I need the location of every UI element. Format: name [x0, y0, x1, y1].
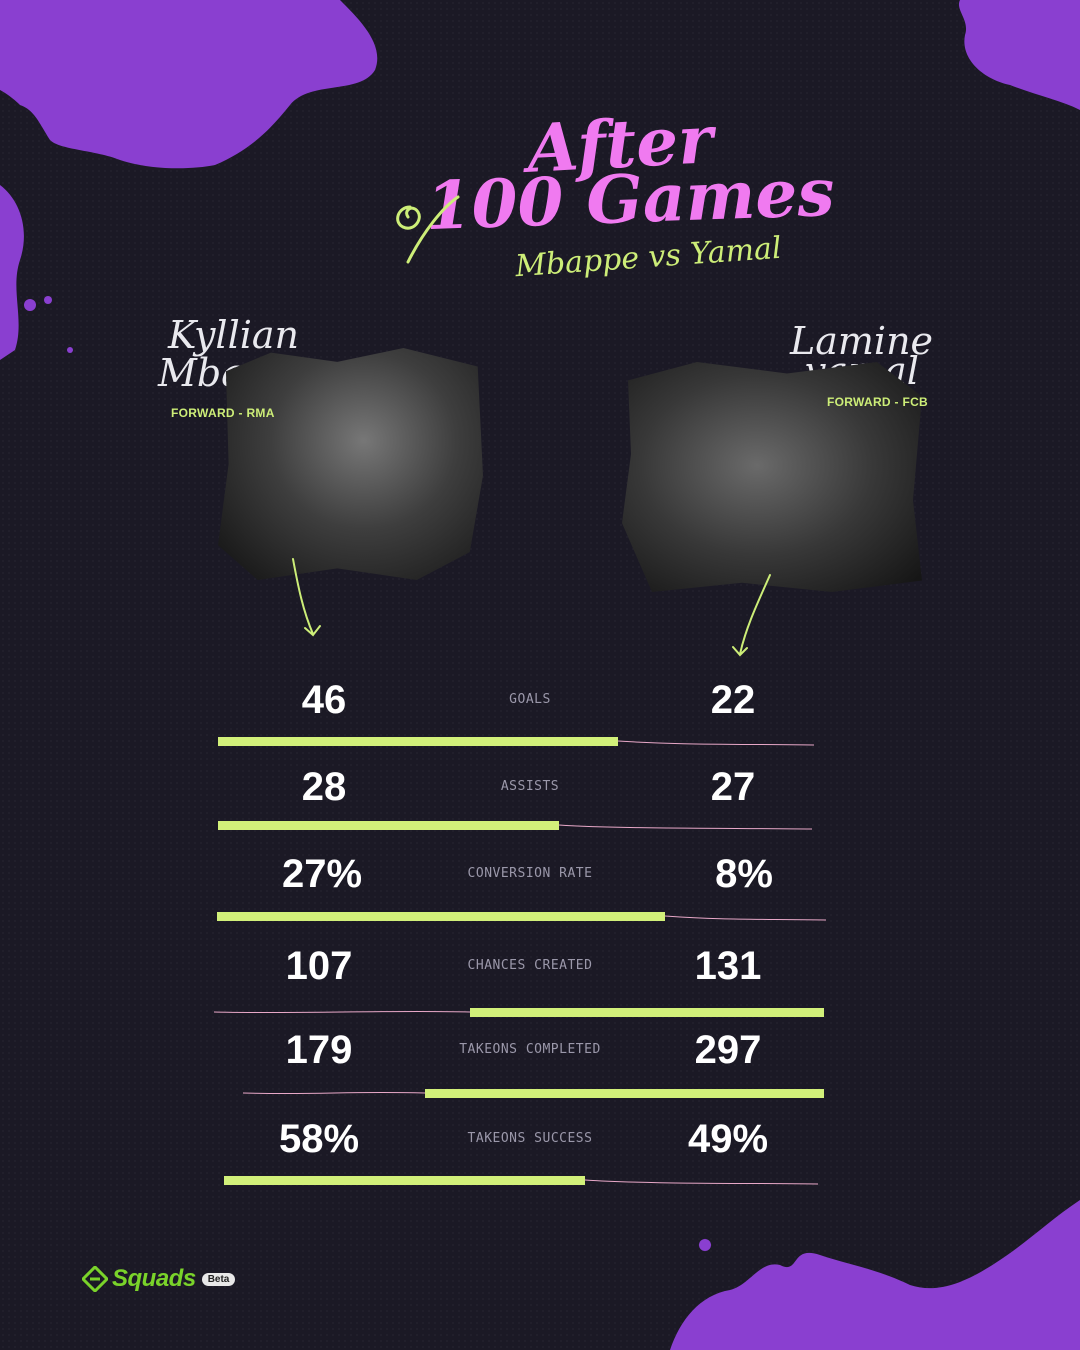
- stat-leader-bar: [218, 821, 559, 830]
- stat-left-value: 58%: [278, 1117, 360, 1161]
- stat-right-value: 8%: [715, 852, 773, 896]
- stat-leader-bar: [470, 1008, 824, 1017]
- stat-leader-bar: [224, 1176, 585, 1185]
- beta-badge: Beta: [201, 1272, 236, 1286]
- purple-splash-top-right: [958, 0, 1080, 110]
- stat-leader-bar: [425, 1089, 824, 1098]
- arrow-down-icon: [732, 574, 771, 657]
- stat-right-value: 27: [710, 765, 756, 809]
- stat-label: GOALS: [509, 692, 551, 707]
- squiggle-icon: [396, 195, 460, 264]
- right-player-photo: [622, 362, 922, 592]
- stat-right-value: 22: [710, 678, 756, 722]
- right-player-position: FORWARD - FCB: [827, 395, 929, 409]
- brand-logo: Squads Beta: [82, 1264, 236, 1294]
- stat-leader-bar: [217, 912, 665, 921]
- right-player-first-name: Lamine: [790, 319, 934, 363]
- brand-name: Squads: [112, 1265, 196, 1292]
- purple-splash-top-left: [0, 0, 378, 360]
- stat-label: CONVERSION RATE: [467, 866, 593, 881]
- stat-leader-bar: [218, 737, 618, 746]
- stat-label: TAKEONS COMPLETED: [459, 1042, 601, 1057]
- stat-label: TAKEONS SUCCESS: [467, 1131, 593, 1146]
- left-player-position: FORWARD - RMA: [171, 406, 275, 420]
- purple-splash-bottom-right: [670, 1200, 1080, 1350]
- left-player-first-name: Kyllian: [168, 313, 300, 357]
- stat-right-value: 49%: [687, 1117, 769, 1161]
- stat-left-value: 179: [285, 1028, 353, 1072]
- stat-right-value: 131: [694, 944, 762, 988]
- stat-left-value: 27%: [281, 852, 363, 896]
- left-player-photo: [218, 348, 483, 580]
- stat-left-value: 28: [301, 765, 347, 809]
- stat-right-value: 297: [694, 1028, 762, 1072]
- arrow-down-icon: [292, 558, 321, 637]
- stat-left-value: 107: [285, 944, 353, 988]
- stat-label: CHANCES CREATED: [467, 958, 593, 973]
- stat-left-value: 46: [301, 678, 347, 722]
- squads-logo-icon: [82, 1266, 108, 1292]
- stat-label: ASSISTS: [500, 779, 560, 794]
